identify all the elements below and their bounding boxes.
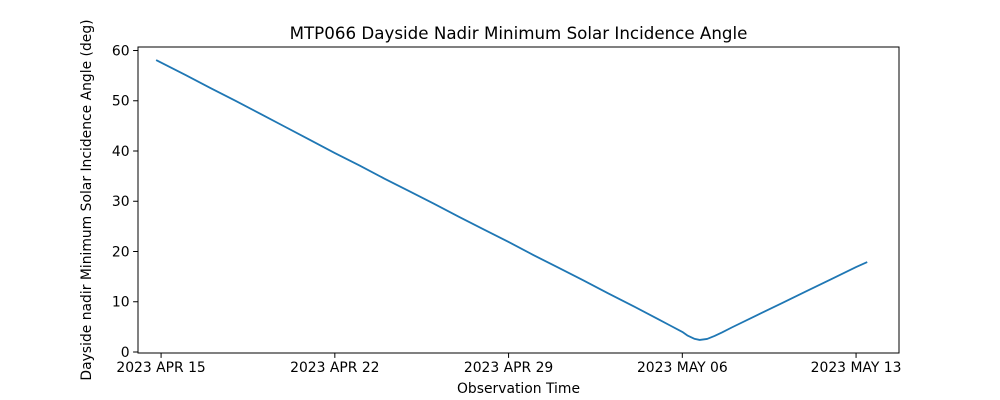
plot-frame [137,46,900,354]
y-tick-label: 50 [112,94,130,110]
x-tick-label: 2023 MAY 13 [811,360,902,376]
y-tick-label: 30 [112,194,130,210]
y-tick-label: 0 [121,345,130,361]
y-tick-label: 60 [112,43,130,59]
y-tick-label: 40 [112,144,130,160]
y-axis-ticks: 0 10 20 30 40 50 60 [112,43,138,361]
data-line [155,59,868,341]
x-tick-label: 2023 MAY 06 [637,360,728,376]
chart-title: MTP066 Dayside Nadir Minimum Solar Incid… [290,23,748,43]
x-tick-label: 2023 APR 29 [464,360,553,376]
x-axis-ticks: 2023 APR 15 2023 APR 22 2023 APR 29 2023 MA… [116,353,901,376]
y-tick-label: 10 [112,295,130,311]
y-axis-label: Dayside nadir Minimum Solar Incidence An… [79,19,95,380]
y-tick-label: 20 [112,244,130,260]
x-axis-label: Observation Time [457,381,580,397]
x-tick-label: 2023 APR 15 [116,360,205,376]
x-tick-label: 2023 APR 22 [290,360,379,376]
